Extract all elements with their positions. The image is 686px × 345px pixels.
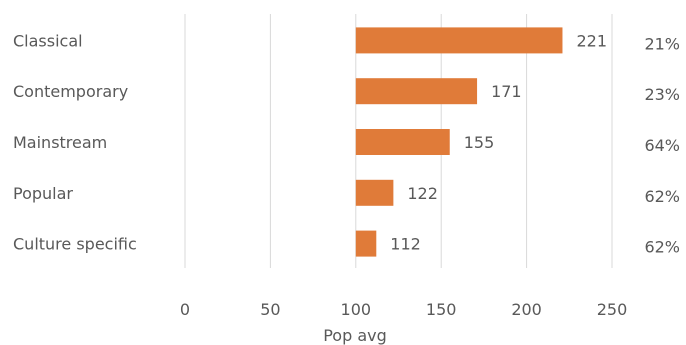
bar-culture-specific <box>355 230 377 257</box>
data-labels: 221 171 155 122 112 <box>390 31 607 253</box>
x-tick-label: 0 <box>180 300 190 319</box>
percentage-labels: 21% 23% 64% 62% 62% <box>644 34 680 256</box>
percentage-label: 62% <box>644 187 680 206</box>
bar-mainstream <box>355 129 450 155</box>
percentage-label: 21% <box>644 34 680 53</box>
x-tick-label: 250 <box>597 300 628 319</box>
bar-popular <box>355 179 394 206</box>
x-tick-label: 200 <box>511 300 542 319</box>
bar-classical <box>355 27 563 54</box>
bar-contemporary <box>355 78 478 105</box>
data-label: 171 <box>491 82 522 101</box>
data-label: 155 <box>464 133 495 152</box>
data-label: 122 <box>407 184 438 203</box>
percentage-label: 64% <box>644 136 680 155</box>
x-tick-label: 150 <box>426 300 457 319</box>
data-label: 221 <box>576 31 607 50</box>
x-tick-label: 50 <box>260 300 280 319</box>
category-label: Contemporary <box>13 82 128 101</box>
data-label: 112 <box>390 235 421 254</box>
percentage-label: 62% <box>644 238 680 257</box>
category-label: Popular <box>13 184 73 203</box>
x-axis-title: Pop avg <box>323 326 387 345</box>
x-tick-label: 100 <box>341 300 372 319</box>
category-label: Classical <box>13 31 83 50</box>
bars <box>355 27 563 257</box>
category-label: Culture specific <box>13 235 137 254</box>
category-labels: Classical Contemporary Mainstream Popular Cu… <box>13 31 137 253</box>
category-label: Mainstream <box>13 133 107 152</box>
x-tick-labels: 0 50 100 150 200 250 <box>180 300 627 319</box>
percentage-label: 23% <box>644 85 680 104</box>
